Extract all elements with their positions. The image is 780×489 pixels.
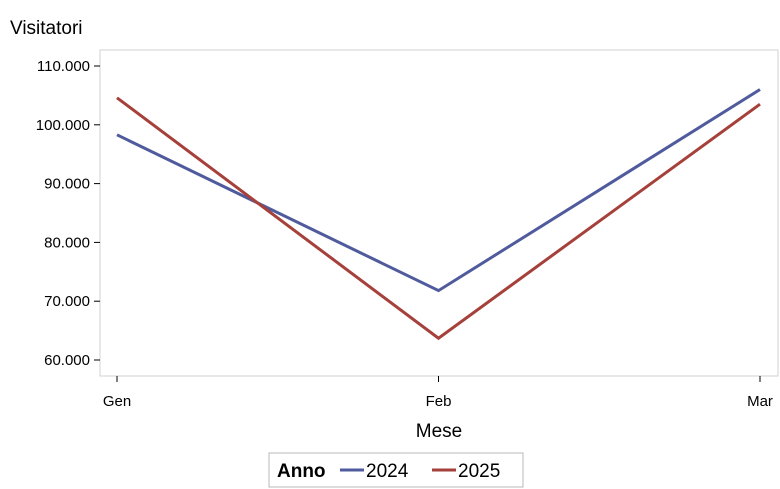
x-tick-label-feb: Feb (426, 393, 452, 410)
legend-title: Anno (277, 461, 326, 482)
plot-area (99, 49, 779, 377)
x-axis: Gen Feb Mar (103, 376, 773, 410)
legend-label-2025: 2025 (458, 461, 500, 482)
x-tick-label-mar: Mar (747, 393, 773, 410)
y-tick-label: 80.000 (44, 234, 90, 251)
legend-frame (268, 452, 524, 488)
series-line-2024 (116, 88, 761, 293)
y-tick-label: 90.000 (44, 176, 90, 193)
legend-label-2024: 2024 (366, 461, 409, 482)
series-layer (116, 88, 761, 341)
legend: Anno 2024 2025 (268, 452, 524, 488)
series-line-2025 (116, 96, 761, 341)
x-axis-title: Mese (416, 421, 462, 442)
y-tick-label: 70.000 (44, 293, 90, 310)
y-axis: 60.000 70.000 80.000 90.000 100.000 110.000 (36, 58, 100, 369)
y-tick-label: 110.000 (37, 58, 90, 75)
y-tick-label: 60.000 (44, 352, 90, 369)
x-tick-label-gen: Gen (103, 393, 131, 410)
y-axis-title: Visitatori (10, 18, 83, 39)
y-tick-label: 100.000 (36, 117, 90, 134)
